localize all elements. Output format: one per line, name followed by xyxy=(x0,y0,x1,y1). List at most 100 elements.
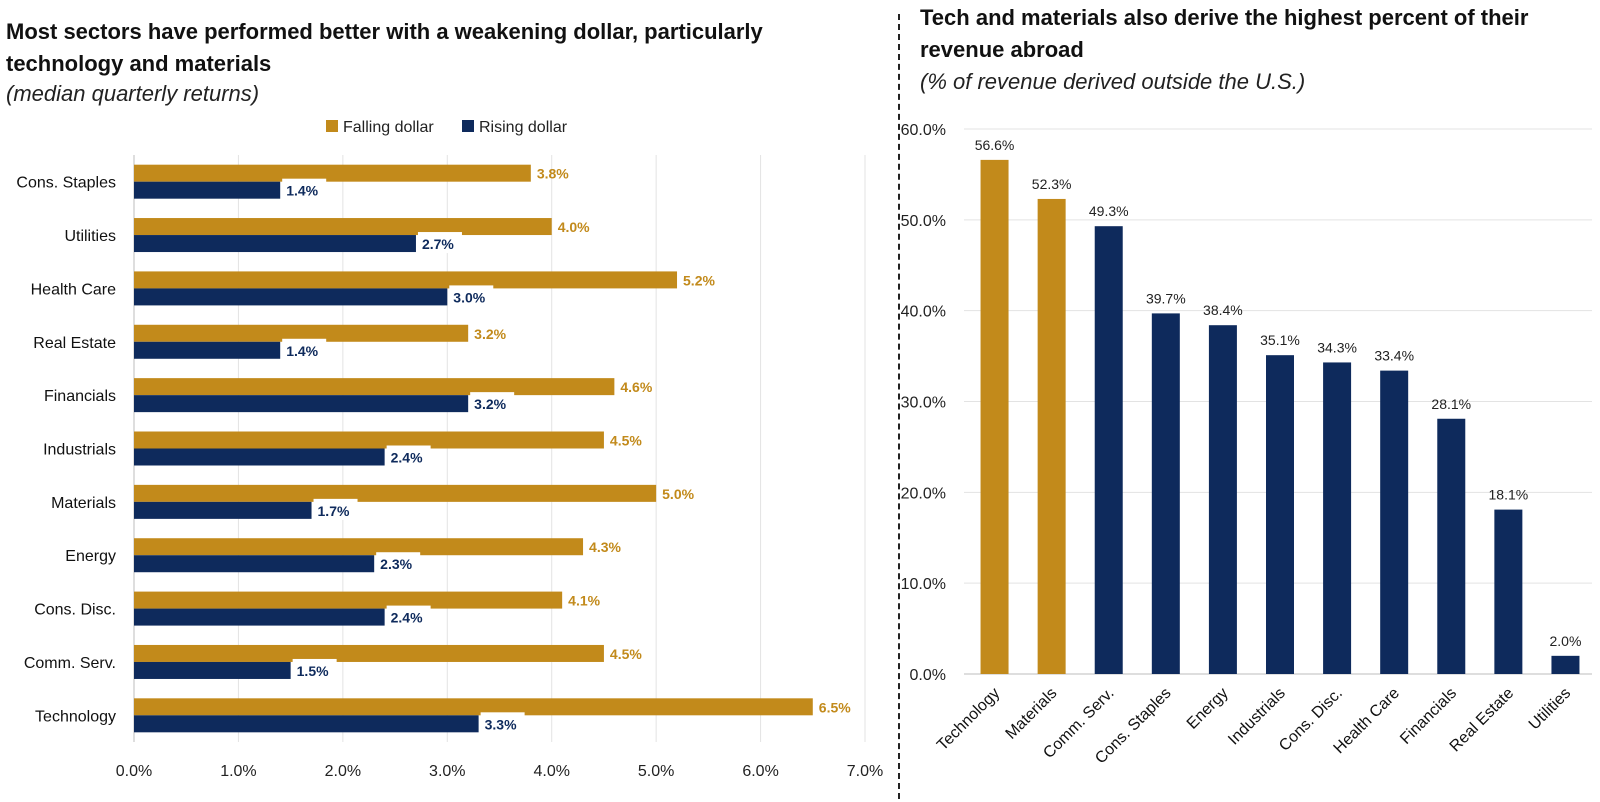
legend-label-rising: Rising dollar xyxy=(479,119,568,136)
rising-label-background xyxy=(480,712,525,734)
rising-dollar-bar xyxy=(134,501,312,519)
x-tick-label: 0.0% xyxy=(116,763,152,780)
falling-dollar-bar xyxy=(134,378,615,396)
legend: Falling dollar Rising dollar xyxy=(326,119,568,136)
rising-dollar-label: 2.7% xyxy=(422,236,454,252)
y-tick-label: 60.0% xyxy=(901,122,946,139)
x-tick-label: 6.0% xyxy=(742,763,778,780)
falling-dollar-label: 6.5% xyxy=(819,699,851,715)
category-label: Materials xyxy=(1003,685,1061,743)
falling-dollar-bar xyxy=(134,431,604,449)
falling-dollar-bar xyxy=(134,538,584,556)
revenue-data-label: 56.6% xyxy=(975,137,1015,153)
revenue-bar xyxy=(1037,198,1066,675)
category-label: Materials xyxy=(51,495,116,512)
falling-dollar-bar xyxy=(134,324,469,342)
category-label: Utilities xyxy=(1526,685,1574,733)
right-chart-subtitle: (% of revenue derived outside the U.S.) xyxy=(920,69,1306,94)
revenue-data-label: 52.3% xyxy=(1032,176,1072,192)
x-tick-label: 7.0% xyxy=(847,763,883,780)
revenue-data-label: 2.0% xyxy=(1549,633,1581,649)
falling-dollar-label: 5.2% xyxy=(683,272,715,288)
revenue-bar xyxy=(1437,418,1466,674)
revenue-data-label: 34.3% xyxy=(1317,339,1357,355)
revenue-data-label: 33.4% xyxy=(1374,348,1414,364)
rising-label-background xyxy=(470,392,515,414)
revenue-data-label: 28.1% xyxy=(1431,396,1471,412)
y-tick-label: 30.0% xyxy=(901,395,946,412)
category-label: Cons. Disc. xyxy=(34,602,116,619)
falling-dollar-label: 4.5% xyxy=(610,433,642,449)
falling-dollar-bar xyxy=(134,591,563,609)
rising-dollar-label: 3.2% xyxy=(474,396,506,412)
falling-dollar-bar xyxy=(134,218,552,236)
rising-dollar-bar xyxy=(134,715,479,733)
y-tick-label: 20.0% xyxy=(901,485,946,502)
rising-dollar-bar xyxy=(134,181,281,199)
y-tick-label: 0.0% xyxy=(910,667,946,684)
category-label: Cons. Staples xyxy=(16,175,116,192)
falling-dollar-bar xyxy=(134,271,678,289)
rising-dollar-bar xyxy=(134,448,385,466)
falling-dollar-label: 4.5% xyxy=(610,646,642,662)
revenue-data-label: 38.4% xyxy=(1203,302,1243,318)
revenue-bar xyxy=(1551,655,1580,674)
revenue-bar xyxy=(980,159,1009,675)
returns-bar-chart: 0.0% 1.0% 2.0% 3.0% 4.0% 5.0% 6.0% 7.0% Cons. St… xyxy=(16,119,883,780)
y-tick-label: 10.0% xyxy=(901,576,946,593)
falling-dollar-label: 4.1% xyxy=(568,593,600,609)
rising-dollar-label: 3.0% xyxy=(453,289,485,305)
rising-dollar-label: 3.3% xyxy=(485,716,517,732)
right-chart-title: Tech and materials also derive the highe… xyxy=(920,5,1529,62)
category-label: Energy xyxy=(1184,685,1232,733)
x-tick-label: 1.0% xyxy=(220,763,256,780)
revenue-bar xyxy=(1380,370,1409,674)
falling-dollar-label: 4.3% xyxy=(589,539,621,555)
rising-dollar-bar xyxy=(134,235,416,253)
dashed-divider xyxy=(898,14,900,799)
revenue-data-label: 39.7% xyxy=(1146,290,1186,306)
category-label: Comm. Serv. xyxy=(24,655,116,672)
falling-dollar-label: 4.6% xyxy=(620,379,652,395)
rising-dollar-label: 1.4% xyxy=(286,183,318,199)
rising-dollar-bar xyxy=(134,555,375,573)
falling-dollar-label: 3.8% xyxy=(537,166,569,182)
category-label: Technology xyxy=(934,685,1003,754)
falling-dollar-label: 3.2% xyxy=(474,326,506,342)
rising-dollar-label: 2.4% xyxy=(391,610,423,626)
rising-label-background xyxy=(282,178,327,200)
category-label: Health Care xyxy=(31,281,116,298)
revenue-bar xyxy=(1094,226,1123,675)
rising-dollar-label: 1.4% xyxy=(286,343,318,359)
falling-dollar-bar xyxy=(134,164,531,182)
rising-label-background xyxy=(282,338,327,360)
x-tick-label: 4.0% xyxy=(533,763,569,780)
rising-label-background xyxy=(292,658,337,680)
rising-dollar-bar xyxy=(134,395,469,413)
revenue-data-label: 18.1% xyxy=(1489,487,1529,503)
falling-dollar-label: 4.0% xyxy=(558,219,590,235)
rising-label-background xyxy=(386,445,431,467)
rising-label-background xyxy=(313,498,358,520)
category-label: Industrials xyxy=(43,442,116,459)
legend-swatch-rising xyxy=(462,120,474,132)
rising-label-background xyxy=(386,605,431,627)
rising-dollar-label: 2.3% xyxy=(380,556,412,572)
category-label: Real Estate xyxy=(33,335,116,352)
category-label: Energy xyxy=(65,548,116,565)
revenue-bar xyxy=(1151,313,1180,674)
rising-dollar-label: 2.4% xyxy=(391,450,423,466)
falling-dollar-bar xyxy=(134,698,813,716)
revenue-abroad-column-chart: 0.0% 10.0% 20.0% 30.0% 40.0% 50.0% 60.0% 56.6% T… xyxy=(901,122,1592,767)
y-tick-label: 50.0% xyxy=(901,213,946,230)
rising-dollar-bar xyxy=(134,288,448,306)
revenue-data-label: 49.3% xyxy=(1089,203,1129,219)
left-chart-subtitle: (median quarterly returns) xyxy=(6,81,260,106)
revenue-bar xyxy=(1266,355,1294,674)
category-label: Utilities xyxy=(64,228,116,245)
x-tick-label: 2.0% xyxy=(325,763,361,780)
y-tick-label: 40.0% xyxy=(901,304,946,321)
rising-label-background xyxy=(376,552,421,574)
falling-dollar-bar xyxy=(134,644,604,662)
rising-label-background xyxy=(449,285,494,307)
